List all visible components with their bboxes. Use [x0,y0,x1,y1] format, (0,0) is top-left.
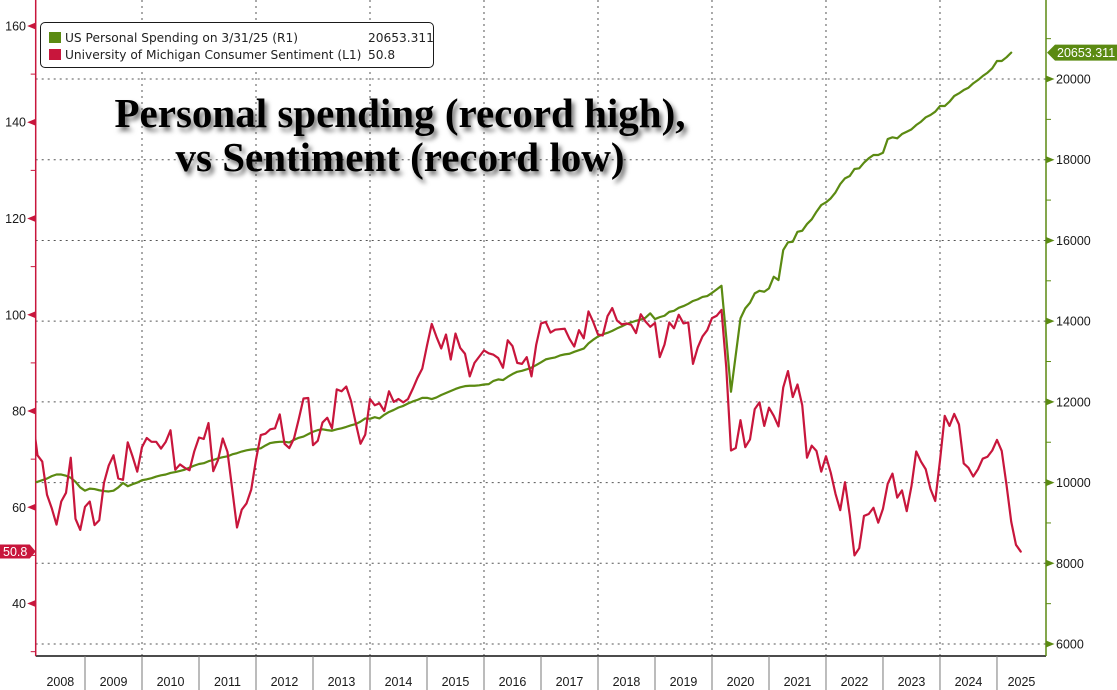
left-axis-tick-label: 120 [5,212,26,226]
right-axis-tick-label: 8000 [1056,557,1084,571]
left-axis-tick-arrow-icon [27,503,36,511]
x-tick-label: 2020 [727,675,755,689]
left-axis-tick-arrow-icon [27,215,36,223]
chart-title: Personal spending (record high), vs Sent… [0,91,800,179]
left-axis-tick-label: 60 [12,501,26,515]
series-lines [35,51,1022,557]
series-line-personal-spending [35,51,1013,493]
right-axis-tick-arrow-icon [1046,156,1055,164]
legend: US Personal Spending on 3/31/25 (R1) 206… [40,22,434,68]
x-tick-label: 2024 [955,675,983,689]
legend-value: 50.8 [368,48,396,62]
right-axis-tick-arrow-icon [1046,559,1055,567]
chart-title-line-1: Personal spending (record high), [114,90,686,136]
left-axis-tick-label: 80 [12,405,26,419]
x-tick-label: 2010 [157,675,185,689]
legend-value: 20653.311 [368,31,434,45]
right-axis-tick-arrow-icon [1046,317,1055,325]
x-tick-label: 2015 [442,675,470,689]
x-tick-label: 2023 [898,675,926,689]
value-tags: 20653.311 50.8 [0,44,1117,559]
right-axis-tick-arrow-icon [1046,640,1055,648]
last-value-tag-text: 20653.311 [1057,46,1115,60]
left-axis-tick-label: 100 [5,308,26,322]
left-axis-tick-label: 140 [5,116,26,130]
gridlines [35,0,1046,656]
left-axis-tick-arrow-icon [27,118,36,126]
right-axis-tick-label: 10000 [1056,476,1091,490]
x-tick-label: 2014 [385,675,413,689]
chart-title-line-2: vs Sentiment (record low) [175,134,625,180]
x-tick-label: 2022 [841,675,869,689]
legend-swatch-personal-spending [49,32,61,43]
left-axis-tick-arrow-icon [27,311,36,319]
right-axis-tick-arrow-icon [1046,75,1055,83]
x-axis: 2008 2009 2010 2011 2012 2013 2014 2015 2016 2017… [35,655,1046,690]
x-tick-label: 2011 [214,675,241,689]
right-axis-tick-label: 6000 [1056,638,1084,652]
x-tick-label: 2008 [46,675,74,689]
right-axis-tick-label: 20000 [1056,73,1091,87]
x-tick-label: 2025 [1008,675,1036,689]
legend-swatch-consumer-sentiment [49,49,61,60]
left-axis-tick-arrow-icon [27,407,36,415]
right-axis-tick-label: 18000 [1056,153,1091,167]
left-axis-tick-arrow-icon [27,22,36,30]
x-tick-label: 2012 [271,675,299,689]
x-tick-label: 2017 [556,675,584,689]
x-tick-label: 2016 [499,675,527,689]
left-axis: 40 60 80 100 120 140 160 [5,0,37,656]
legend-label: University of Michigan Consumer Sentimen… [65,48,362,62]
series-line-consumer-sentiment [35,306,1022,557]
right-axis-tick-label: 16000 [1056,234,1091,248]
legend-label: US Personal Spending on 3/31/25 (R1) [65,31,299,45]
last-value-tag-personal-spending [1047,44,1117,61]
last-value-tag-consumer-sentiment [0,544,36,559]
x-tick-label: 2019 [670,675,698,689]
right-axis-tick-arrow-icon [1046,398,1055,406]
left-axis-tick-arrow-icon [27,600,36,608]
right-axis-tick-label: 14000 [1056,315,1091,329]
legend-item-personal-spending: US Personal Spending on 3/31/25 (R1) 206… [41,30,434,46]
right-axis: 6000 8000 10000 12000 14000 16000 18000 20000 [1045,0,1091,656]
x-tick-label: 2009 [100,675,128,689]
last-value-tag-text: 50.8 [3,545,27,559]
left-axis-tick-label: 40 [12,597,26,611]
left-axis-tick-label: 160 [5,19,26,33]
right-axis-tick-label: 12000 [1056,395,1091,409]
x-tick-label: 2018 [613,675,641,689]
x-tick-label: 2013 [328,675,356,689]
legend-item-consumer-sentiment: University of Michigan Consumer Sentimen… [41,47,433,63]
right-axis-tick-arrow-icon [1046,236,1055,244]
x-tick-label: 2021 [784,675,812,689]
right-axis-tick-arrow-icon [1046,479,1055,487]
